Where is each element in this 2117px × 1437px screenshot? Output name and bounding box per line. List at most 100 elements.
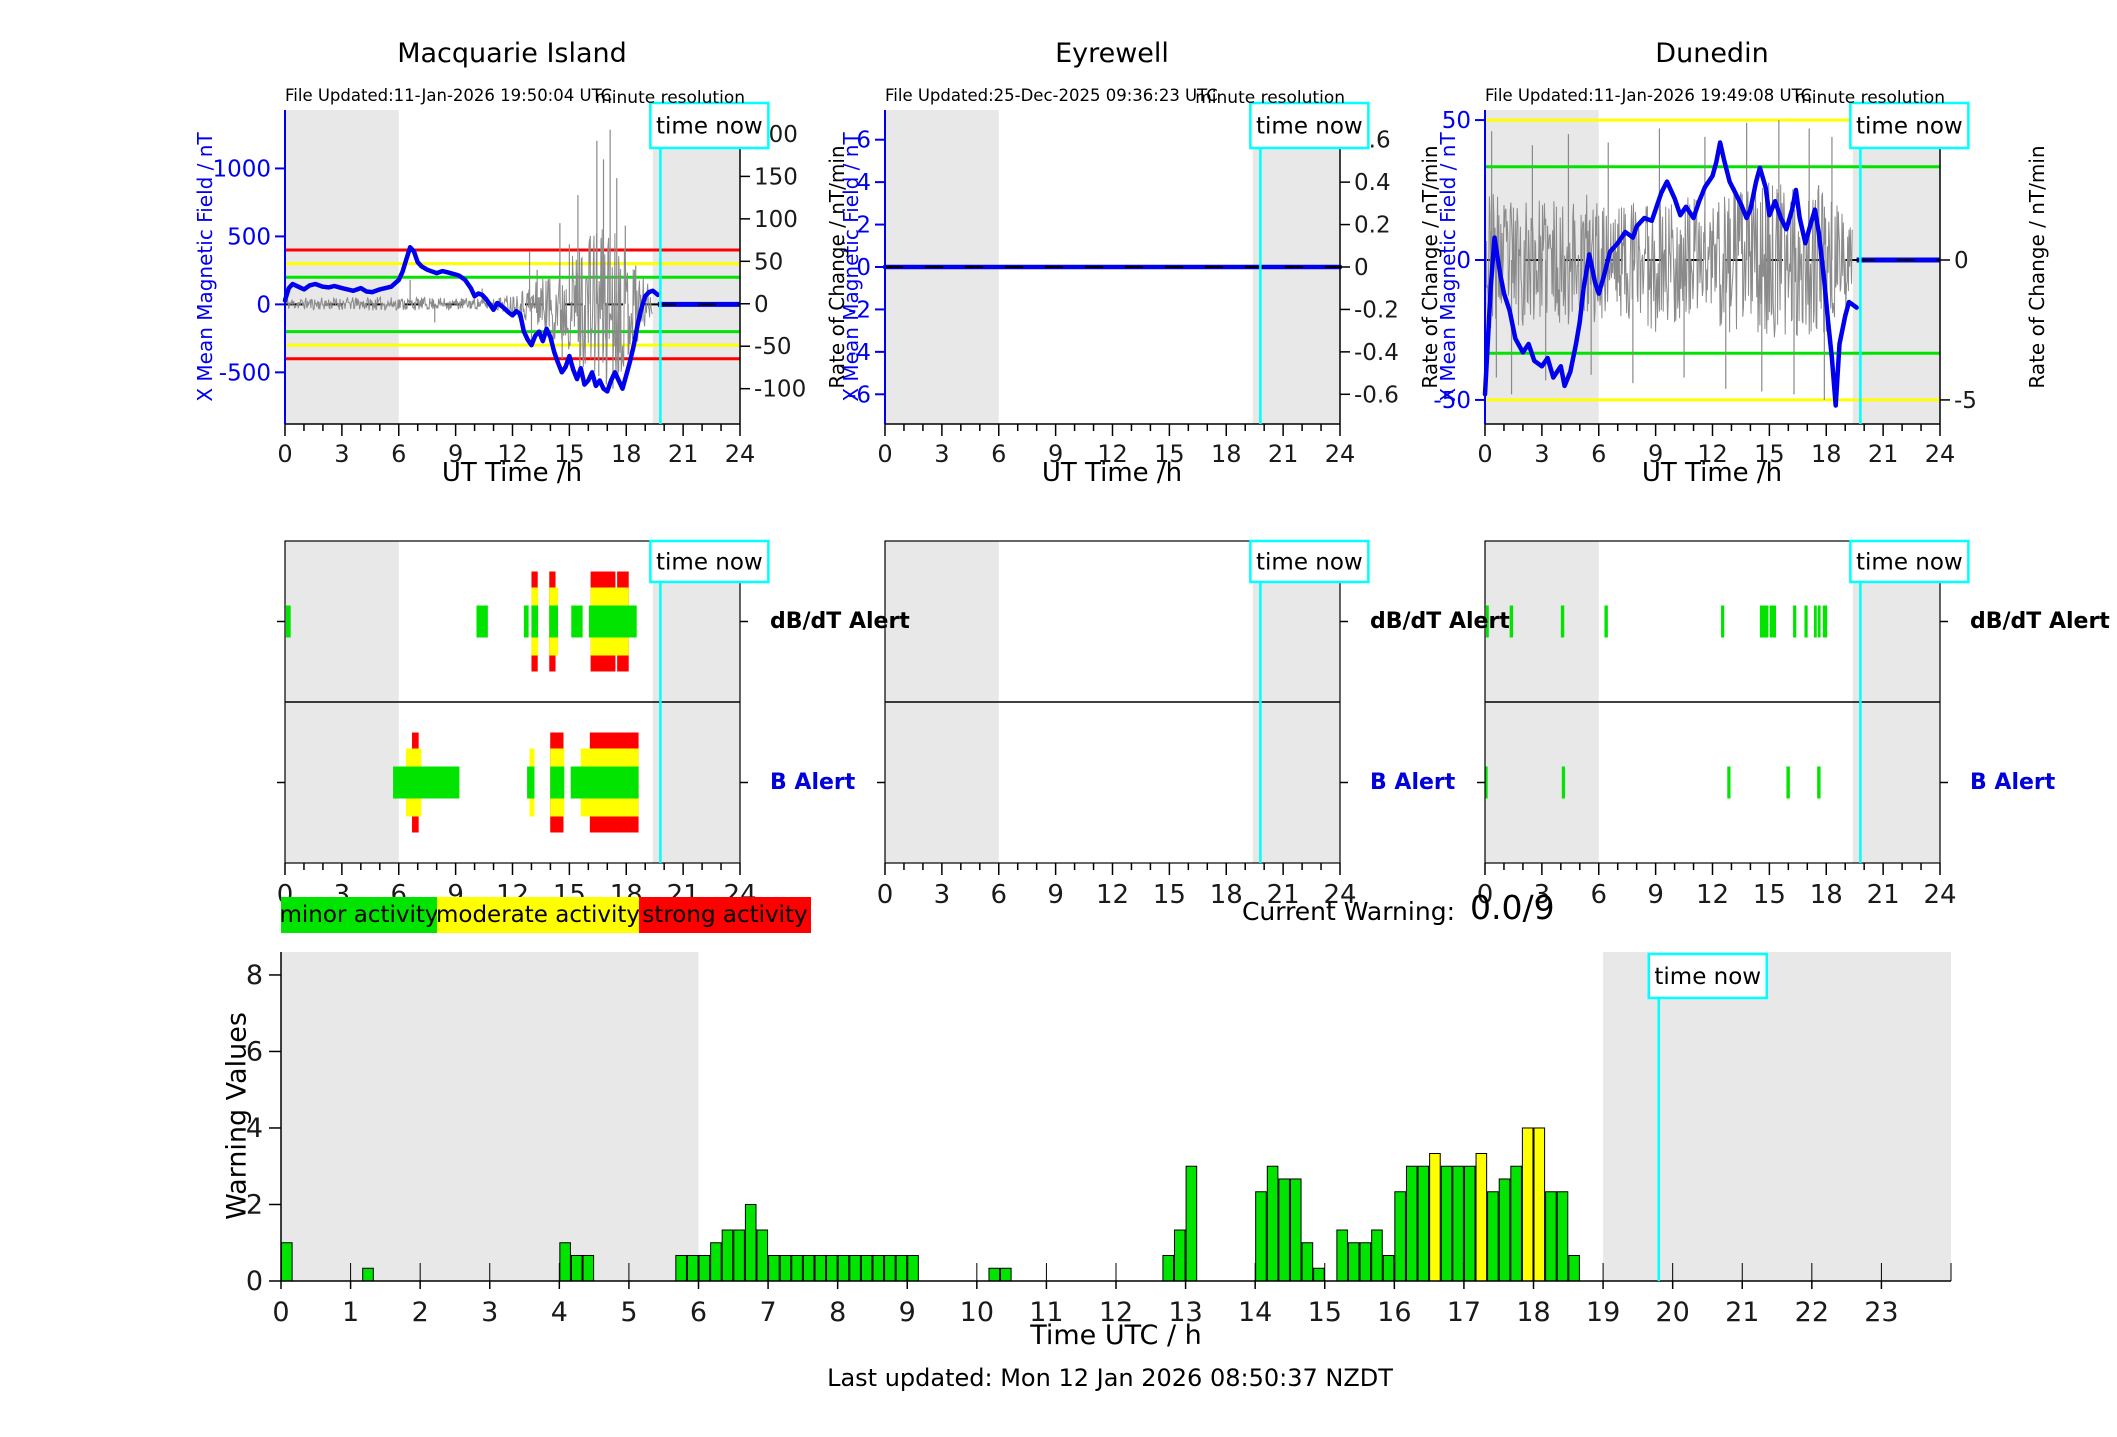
- warning-bar: [1521, 1127, 1534, 1282]
- warning-bar: [1000, 1267, 1012, 1282]
- legend-strong-activity: strong activity: [639, 897, 811, 933]
- x-tick-label: 9: [899, 1297, 916, 1328]
- warning-bar: [1440, 1165, 1453, 1282]
- x-tick-label: 11: [1029, 1297, 1063, 1328]
- x-tick-label: 4: [551, 1297, 568, 1328]
- warning-bar: [1359, 1242, 1372, 1282]
- warning-bar: [1185, 1165, 1198, 1282]
- x-tick-label: 19: [1586, 1297, 1620, 1328]
- dbdt-alert-label-macquarie: dB/dT Alert: [770, 609, 910, 634]
- x-tick-label: 6: [1590, 880, 1607, 910]
- y-tick-label: 8: [246, 960, 263, 991]
- y-tick-label-right: 0: [1954, 248, 1969, 274]
- time-now-box: [1849, 539, 1970, 584]
- dbdt-alert-green-segment: [1485, 605, 1489, 638]
- y-tick-label-left: -500: [219, 360, 271, 386]
- x-tick-label: 8: [829, 1297, 846, 1328]
- y-tick-label-left: 2: [856, 213, 871, 239]
- warning-bar: [1382, 1254, 1395, 1282]
- x-tick-label: 6: [391, 440, 406, 468]
- dbdt-alert-green-segment: [476, 605, 488, 638]
- night-shading: [652, 110, 740, 424]
- warning-bar: [710, 1242, 722, 1282]
- minute-resolution-note-3: minute resolution: [1795, 88, 1945, 108]
- night-shading: [281, 952, 699, 1281]
- warning-bar: [1173, 1229, 1186, 1282]
- x-tick-label: 12: [1097, 440, 1128, 468]
- y-tick-label-right: 0: [754, 292, 769, 318]
- warning-bar: [837, 1254, 850, 1282]
- warning-bar: [1463, 1165, 1476, 1282]
- b-alert-green-segment: [1786, 766, 1790, 799]
- b-alert-green-segment: [1727, 766, 1731, 799]
- b-alert-green-segment: [550, 766, 565, 799]
- y-tick-label: 2: [246, 1189, 263, 1220]
- dbdt-alert-green-segment: [1793, 605, 1797, 638]
- warning-bar: [675, 1254, 687, 1282]
- warning-bar: [1556, 1191, 1569, 1282]
- y-tick-label-left: 0: [1456, 248, 1471, 274]
- night-shading: [1852, 110, 1940, 424]
- warning-bar: [988, 1267, 1001, 1282]
- warning-bar: [768, 1254, 780, 1282]
- y-tick-label-right: 150: [754, 164, 798, 190]
- minute-resolution-note-1: minute resolution: [595, 88, 745, 108]
- warning-bar: [814, 1254, 827, 1282]
- warning-bar: [733, 1229, 745, 1282]
- x-tick-label: 18: [1810, 880, 1843, 910]
- warning-bar: [1510, 1165, 1522, 1282]
- time-now-label: time now: [656, 550, 763, 576]
- y-tick-label: 0: [246, 1266, 263, 1297]
- y-tick-label-left: 1000: [212, 156, 271, 182]
- file-updated-eyrewell: File Updated:25-Dec-2025 09:36:23 UTC: [885, 86, 1218, 105]
- station-title-dunedin: Dunedin: [1655, 38, 1769, 69]
- warning-bar: [1301, 1242, 1314, 1282]
- x-tick-label: 24: [725, 440, 756, 468]
- mean-field-trace: [282, 245, 661, 394]
- x-tick-label: 23: [1864, 1297, 1898, 1328]
- warning-bar: [698, 1254, 711, 1282]
- dbdt-alert-green-segment: [1813, 605, 1817, 638]
- x-tick-label: 22: [1795, 1297, 1829, 1328]
- ylabel-field-macquarie: X Mean Magnetic Field / nT: [193, 132, 217, 402]
- b-alert-green-segment: [1561, 766, 1566, 799]
- warning-values-ylabel: Warning Values: [221, 1012, 253, 1220]
- x-tick-label: 18: [1516, 1297, 1550, 1328]
- y-tick-label-left: 6: [856, 128, 871, 154]
- x-tick-label: 21: [1868, 440, 1899, 468]
- dbdt-alert-green-segment: [1817, 605, 1821, 638]
- time-now-label: time now: [656, 114, 763, 140]
- y-tick-label-left: 0: [256, 292, 271, 318]
- dbdt-alert-label-eyrewell: dB/dT Alert: [1370, 609, 1510, 634]
- warning-bar: [1405, 1165, 1418, 1282]
- x-tick-label: 0: [277, 440, 292, 468]
- legend-moderate-activity-label: moderate activity: [435, 902, 641, 928]
- x-tick-label: 12: [1096, 880, 1129, 910]
- warning-bar: [570, 1254, 583, 1282]
- dbdt-alert-green-segment: [588, 605, 637, 638]
- x-tick-label: 9: [1047, 880, 1064, 910]
- x-tick-label: 6: [990, 880, 1007, 910]
- x-tick-label: 13: [1168, 1297, 1202, 1328]
- b-alert-green-segment: [527, 766, 535, 799]
- x-tick-label: 14: [1238, 1297, 1272, 1328]
- y-tick-label-right: -100: [754, 377, 806, 403]
- x-tick-label: 0: [877, 440, 892, 468]
- y-tick-label-left: 50: [1442, 108, 1471, 134]
- x-tick-label: 0: [272, 1297, 289, 1328]
- time-now-label: time now: [1856, 550, 1963, 576]
- b-alert-green-segment: [1817, 766, 1821, 799]
- dbdt-alert-green-segment: [523, 605, 529, 638]
- dbdt-alert-green-segment: [1604, 605, 1608, 638]
- x-tick-label: 17: [1447, 1297, 1481, 1328]
- warning-bar: [802, 1254, 815, 1282]
- time-now-label: time now: [1256, 550, 1363, 576]
- time-now-box: [1249, 101, 1370, 150]
- x-tick-label: 7: [759, 1297, 776, 1328]
- x-tick-label: 5: [620, 1297, 637, 1328]
- warning-bar: [1487, 1191, 1499, 1282]
- y-tick-label-right: -5: [1954, 388, 1977, 414]
- warning-bar: [756, 1229, 769, 1282]
